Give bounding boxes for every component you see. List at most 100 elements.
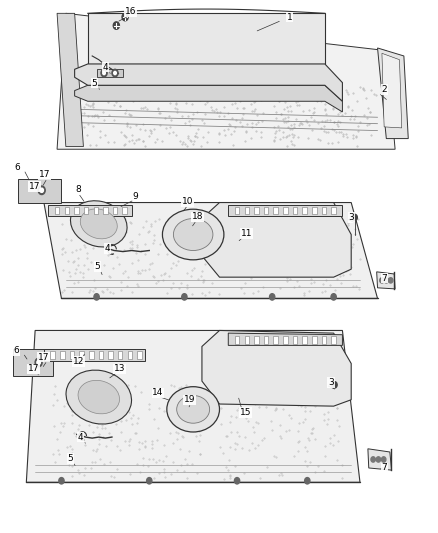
- Polygon shape: [201, 330, 350, 406]
- Bar: [234, 207, 239, 214]
- Bar: [283, 207, 287, 214]
- Bar: [118, 351, 122, 359]
- Circle shape: [35, 358, 42, 367]
- Polygon shape: [44, 203, 377, 298]
- Text: 19: 19: [184, 395, 195, 404]
- Polygon shape: [201, 203, 350, 277]
- Circle shape: [351, 214, 357, 221]
- Text: 6: 6: [14, 164, 21, 172]
- Polygon shape: [367, 449, 391, 470]
- Text: 7: 7: [380, 464, 386, 472]
- Polygon shape: [18, 179, 61, 203]
- Bar: [103, 207, 107, 214]
- Bar: [84, 207, 88, 214]
- Bar: [70, 351, 74, 359]
- Bar: [331, 207, 335, 214]
- Circle shape: [94, 294, 99, 300]
- Circle shape: [370, 457, 374, 462]
- Text: 15: 15: [240, 408, 251, 417]
- Circle shape: [101, 69, 107, 77]
- Text: 2: 2: [381, 85, 386, 94]
- Text: 17: 17: [28, 365, 39, 373]
- Bar: [234, 336, 239, 344]
- Ellipse shape: [162, 209, 223, 260]
- Text: 5: 5: [91, 79, 97, 87]
- Bar: [55, 207, 59, 214]
- Polygon shape: [13, 349, 53, 376]
- Bar: [89, 351, 93, 359]
- Polygon shape: [228, 205, 342, 216]
- Bar: [321, 207, 325, 214]
- Bar: [254, 336, 258, 344]
- Circle shape: [234, 478, 239, 484]
- Text: 5: 5: [94, 262, 100, 271]
- Ellipse shape: [80, 209, 117, 239]
- Circle shape: [269, 294, 274, 300]
- Bar: [254, 207, 258, 214]
- Polygon shape: [228, 333, 342, 345]
- Bar: [263, 207, 268, 214]
- Circle shape: [330, 294, 336, 300]
- Text: 9: 9: [132, 192, 138, 200]
- Bar: [113, 207, 117, 214]
- Bar: [127, 351, 132, 359]
- Bar: [311, 336, 316, 344]
- Circle shape: [122, 13, 128, 21]
- Circle shape: [388, 278, 392, 283]
- Text: 4: 4: [78, 433, 83, 441]
- Polygon shape: [376, 272, 394, 289]
- Bar: [263, 336, 268, 344]
- Bar: [99, 351, 103, 359]
- Polygon shape: [48, 205, 131, 216]
- Text: 18: 18: [191, 213, 203, 221]
- Polygon shape: [57, 13, 83, 147]
- Text: 17: 17: [39, 171, 50, 179]
- Polygon shape: [377, 48, 407, 139]
- Circle shape: [181, 294, 187, 300]
- Text: 7: 7: [380, 274, 386, 282]
- Circle shape: [37, 360, 40, 365]
- Bar: [311, 207, 316, 214]
- Polygon shape: [381, 53, 401, 128]
- Bar: [50, 351, 55, 359]
- Bar: [244, 207, 248, 214]
- Text: 11: 11: [240, 229, 252, 238]
- Bar: [273, 336, 277, 344]
- Circle shape: [383, 278, 388, 283]
- Bar: [331, 336, 335, 344]
- Ellipse shape: [71, 201, 127, 247]
- Ellipse shape: [166, 387, 219, 432]
- Text: 4: 4: [105, 244, 110, 253]
- Circle shape: [40, 188, 43, 192]
- Circle shape: [379, 278, 383, 283]
- Bar: [302, 207, 306, 214]
- Bar: [244, 336, 248, 344]
- Bar: [79, 351, 84, 359]
- Text: 13: 13: [113, 365, 125, 373]
- Text: 3: 3: [347, 213, 353, 222]
- Bar: [292, 336, 297, 344]
- Ellipse shape: [176, 395, 209, 423]
- Text: 17: 17: [38, 353, 49, 361]
- Bar: [122, 207, 127, 214]
- Bar: [137, 351, 141, 359]
- Ellipse shape: [66, 370, 131, 424]
- Text: 12: 12: [72, 357, 84, 366]
- Ellipse shape: [173, 219, 212, 251]
- Bar: [283, 336, 287, 344]
- Polygon shape: [88, 13, 324, 64]
- Text: 10: 10: [182, 197, 193, 206]
- Circle shape: [113, 71, 116, 75]
- Polygon shape: [74, 64, 342, 101]
- Circle shape: [59, 478, 64, 484]
- Circle shape: [112, 69, 118, 77]
- Text: 17: 17: [28, 182, 40, 191]
- Circle shape: [304, 478, 309, 484]
- Circle shape: [375, 457, 380, 462]
- Polygon shape: [74, 85, 342, 112]
- Text: 3: 3: [327, 378, 333, 387]
- Text: 6: 6: [14, 346, 20, 355]
- Text: 5: 5: [67, 454, 73, 463]
- Polygon shape: [57, 13, 394, 149]
- Bar: [108, 351, 113, 359]
